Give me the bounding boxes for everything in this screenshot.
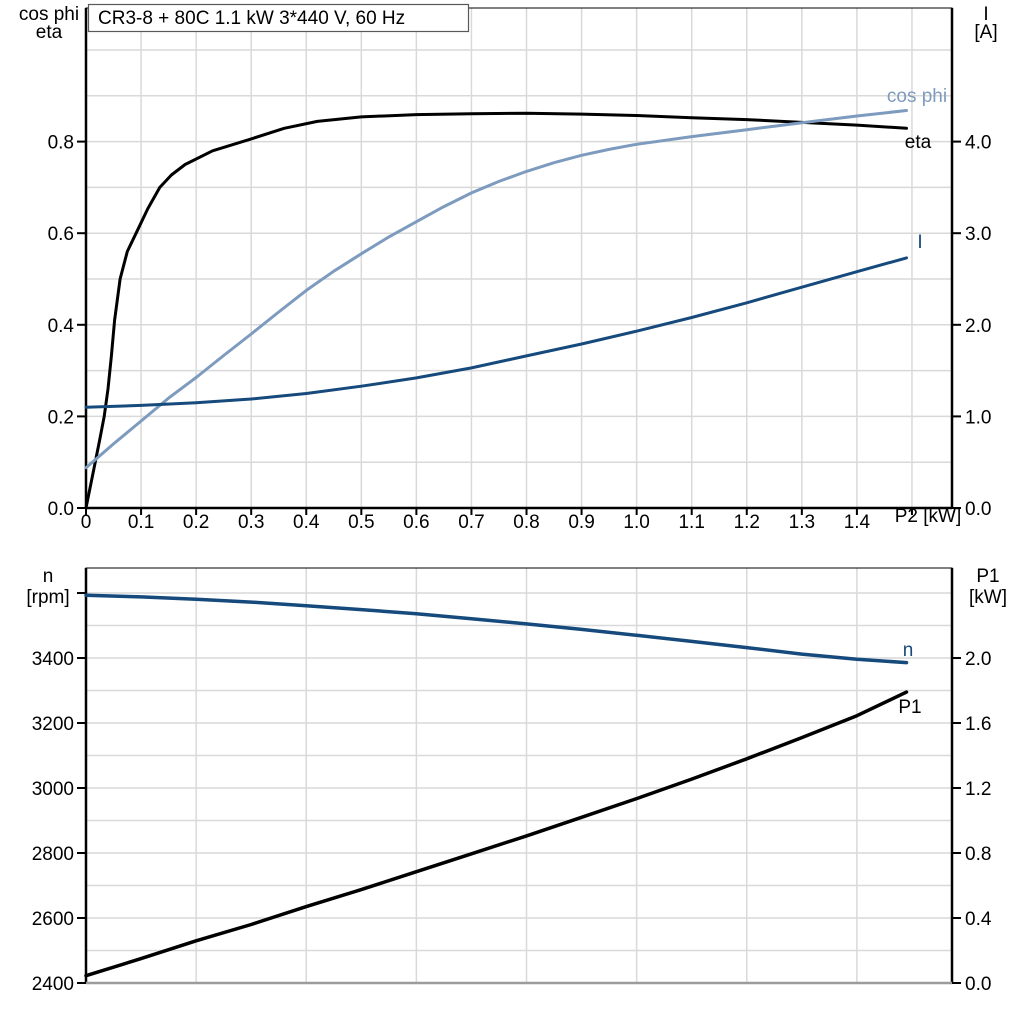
cos-phi-curve-label: cos phi <box>887 86 947 107</box>
right-axis-tick-label: 0.4 <box>965 909 992 930</box>
right-axis-tick-label: 1.2 <box>965 779 991 800</box>
right-axis-header-line2: [kW] <box>969 587 1007 608</box>
right-axis-tick-label: 0.8 <box>965 844 991 865</box>
chart-title-box <box>87 3 470 33</box>
x-axis-tick-label: 0.1 <box>128 512 154 533</box>
left-axis-header-line1: n <box>43 566 54 587</box>
chart-title: CR3-8 + 80C 1.1 kW 3*440 V, 60 Hz <box>98 8 405 29</box>
x-axis-tick-label: 0.2 <box>183 512 209 533</box>
x-axis-tick-label: 0.3 <box>238 512 264 533</box>
left-axis-header-line2: [rpm] <box>26 587 69 608</box>
x-axis-tick-label: 0.9 <box>568 512 594 533</box>
x-axis-tick-label: 1.0 <box>623 512 649 533</box>
x-axis-tick-label: 0.6 <box>403 512 429 533</box>
left-axis-tick-label: 3400 <box>32 649 74 670</box>
left-axis-tick-label: 2800 <box>32 844 74 865</box>
x-axis-tick-label: 0.8 <box>513 512 539 533</box>
speed-curve <box>84 593 909 665</box>
left-axis-tick-label: 2400 <box>32 974 74 995</box>
x-axis-tick-label: 0.7 <box>458 512 484 533</box>
current-curve <box>84 256 908 409</box>
x-axis-tick-label: 1.3 <box>789 512 815 533</box>
right-axis-tick-label: 2.0 <box>965 649 991 670</box>
right-axis-tick-label: 0.0 <box>965 499 991 520</box>
right-axis-header-line1: I <box>983 4 988 25</box>
right-axis-tick-label: 2.0 <box>965 316 991 337</box>
right-axis-tick-label: 4.0 <box>965 133 991 154</box>
eta-curve-label: eta <box>905 132 932 153</box>
left-axis-tick-label: 0.8 <box>48 133 74 154</box>
x-axis-unit-label: P2 [kW] <box>895 506 962 527</box>
speed-curve-label: n <box>903 640 914 661</box>
chart-motor-electrical: 0.0 0.2 0.4 0.6 0.8 0.0 1.0 2.0 3.0 4.0 0 0.1 0.2 0.3… <box>19 3 998 533</box>
eta-curve <box>84 111 908 510</box>
left-axis-header-line1: cos phi <box>19 4 79 25</box>
right-axis-tick-label: 3.0 <box>965 224 991 245</box>
left-axis-tick-label: 0.4 <box>48 316 75 337</box>
plot-frame <box>85 567 953 984</box>
right-axis-header-line2: [A] <box>974 22 997 43</box>
left-axis-tick-label: 0.2 <box>48 407 74 428</box>
x-axis-tick-label: 0.4 <box>293 512 320 533</box>
right-axis-header-line1: P1 <box>976 566 999 587</box>
x-axis-tick-label: 0.5 <box>348 512 374 533</box>
cos-phi-curve <box>84 109 908 470</box>
x-axis-tick-label: 1.1 <box>678 512 704 533</box>
x-axis-tick-label: 1.2 <box>734 512 760 533</box>
left-axis-tick-label: 3000 <box>32 779 74 800</box>
left-axis-tick-label: 0.6 <box>48 224 74 245</box>
right-axis-tick-label: 1.0 <box>965 407 991 428</box>
left-axis-tick-label: 2600 <box>32 909 74 930</box>
chart-speed-power: 2400 2600 2800 3000 3200 3400 0.0 0.4 0.8 1.2 1.6 2… <box>26 566 1007 995</box>
left-axis-tick-label: 3200 <box>32 714 74 735</box>
x-axis-tick-label: 1.4 <box>844 512 871 533</box>
plot-frame <box>85 7 953 509</box>
x-axis-tick-label: 0 <box>81 512 92 533</box>
left-axis-tick-label: 0.0 <box>48 499 74 520</box>
right-axis-tick-label: 1.6 <box>965 714 991 735</box>
input-power-curve <box>84 690 909 978</box>
current-curve-label: I <box>917 232 922 253</box>
right-axis-tick-label: 0.0 <box>965 974 991 995</box>
left-axis-header-line2: eta <box>36 22 63 43</box>
input-power-curve-label: P1 <box>898 697 921 718</box>
